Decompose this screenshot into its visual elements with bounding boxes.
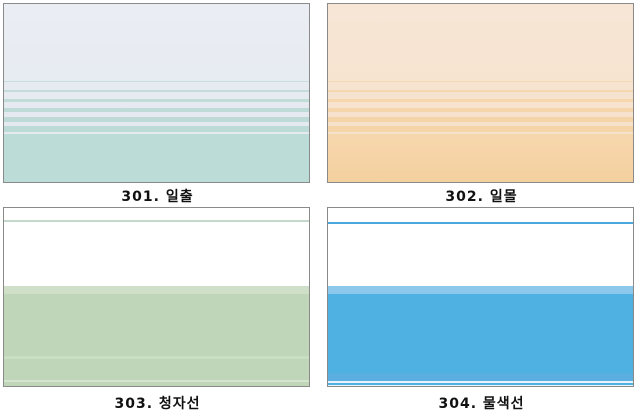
swatch-303 [3, 207, 310, 387]
swatch-301 [3, 3, 310, 183]
swatch-302 [327, 3, 634, 183]
swatch-304 [327, 207, 634, 387]
swatch-label-304: 304. 물색선 [438, 396, 525, 412]
swatch-label-301: 301. 일출 [121, 189, 194, 205]
swatch-label-302: 302. 일몰 [445, 189, 518, 205]
swatch-label-303: 303. 청자선 [114, 396, 201, 412]
